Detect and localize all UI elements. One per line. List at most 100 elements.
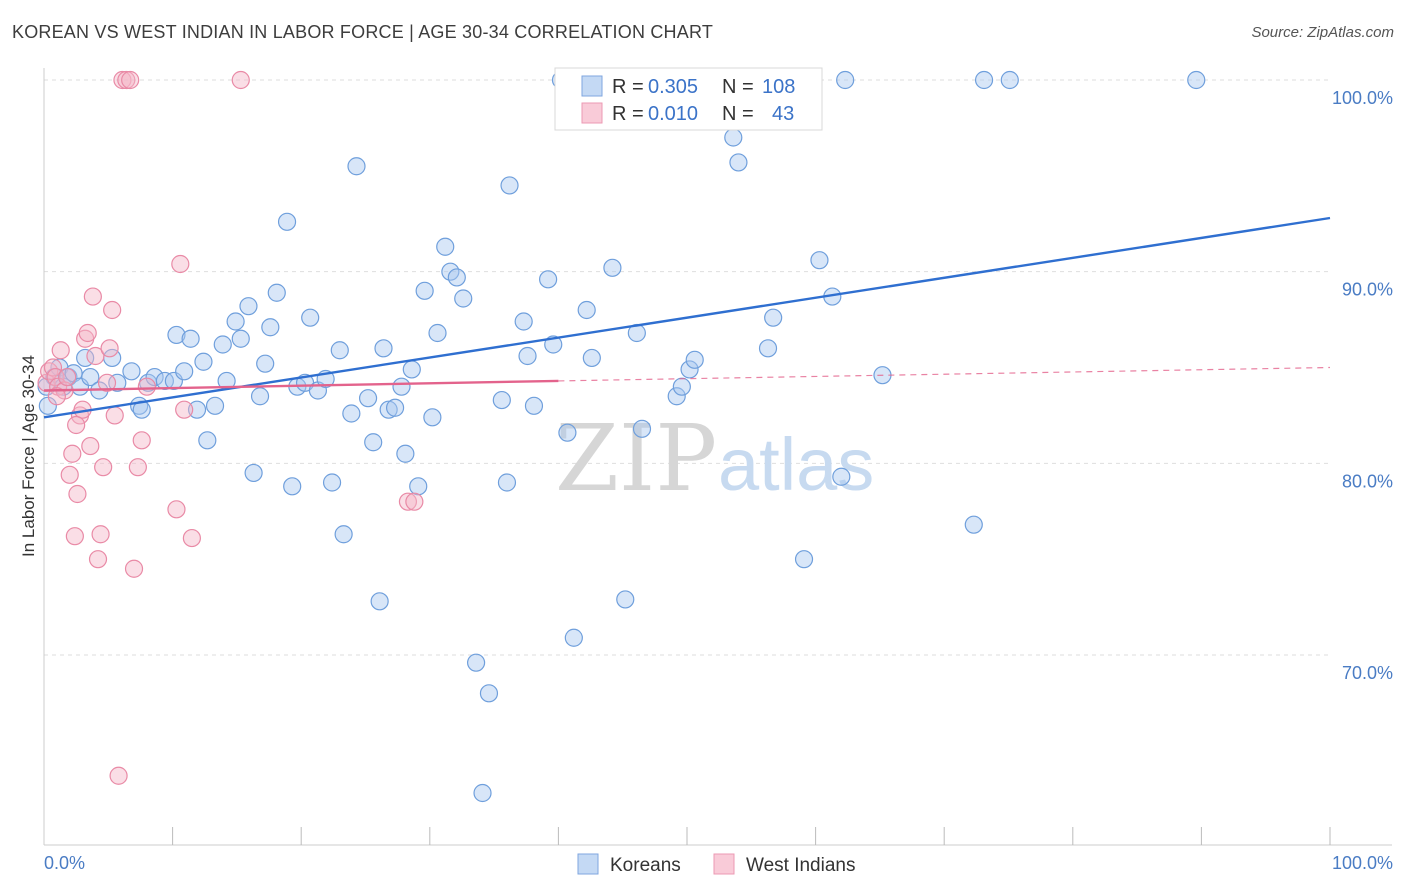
korean-point bbox=[500, 176, 519, 195]
korean-point bbox=[167, 325, 186, 345]
y-axis-title: In Labor Force | Age 30-34 bbox=[19, 355, 38, 557]
korean-point bbox=[334, 525, 353, 544]
west-indian-trend-line bbox=[43, 379, 559, 392]
korean-point bbox=[364, 433, 383, 452]
korean-point bbox=[1000, 70, 1019, 90]
korean-point bbox=[81, 367, 100, 387]
series-legend-koreans: Koreans bbox=[610, 855, 681, 876]
korean-point bbox=[729, 153, 748, 172]
west-indian-point bbox=[117, 70, 136, 90]
legend-r-label-2: R = bbox=[612, 103, 644, 125]
korean-point bbox=[603, 258, 622, 277]
west-indian-point bbox=[124, 559, 144, 578]
korean-point bbox=[564, 628, 583, 647]
west-indian-point bbox=[167, 500, 186, 519]
west-indian-point bbox=[128, 458, 147, 477]
korean-point bbox=[974, 70, 994, 90]
watermark-atlas: atlas bbox=[718, 423, 874, 506]
watermark-zip: ZIP bbox=[555, 405, 717, 512]
west-indian-point bbox=[182, 528, 201, 548]
series-legend-west-indians: West Indians bbox=[746, 855, 855, 876]
legend-n-value-1: 108 bbox=[762, 76, 795, 98]
legend-n-value-2: 43 bbox=[772, 103, 794, 125]
korean-point bbox=[436, 237, 455, 256]
korean-point bbox=[301, 308, 320, 327]
west-indian-point bbox=[88, 550, 108, 569]
korean-point bbox=[250, 387, 270, 406]
korean-point bbox=[231, 329, 250, 348]
korean-point bbox=[256, 354, 275, 373]
korean-point bbox=[283, 477, 302, 496]
west-indian-point bbox=[51, 341, 70, 360]
legend-n-label-2: N = bbox=[722, 103, 754, 125]
west-indian-point bbox=[398, 492, 418, 511]
legend-n-label-1: N = bbox=[722, 76, 754, 98]
west-indian-point bbox=[78, 323, 97, 343]
korean-point bbox=[370, 592, 389, 611]
korean-point bbox=[402, 360, 421, 379]
west-indian-point bbox=[132, 431, 151, 450]
legend-r-value-2: 0.010 bbox=[648, 103, 698, 125]
korean-point bbox=[347, 157, 366, 176]
korean-point bbox=[374, 339, 393, 358]
korean-point bbox=[492, 390, 511, 410]
korean-point bbox=[632, 419, 652, 438]
korean-point bbox=[497, 473, 517, 492]
korean-point bbox=[409, 477, 428, 496]
korean-point bbox=[724, 128, 743, 147]
korean-point bbox=[810, 251, 829, 270]
korean-point bbox=[479, 684, 499, 703]
west-indian-point bbox=[67, 415, 86, 435]
axes bbox=[43, 68, 1392, 846]
korean-point bbox=[198, 431, 217, 450]
korean-point bbox=[539, 270, 558, 289]
west-indian-point bbox=[103, 300, 122, 320]
korean-point bbox=[758, 339, 778, 358]
korean-point bbox=[794, 550, 814, 569]
series-legend-swatch-koreans bbox=[577, 853, 599, 875]
watermark: ZIP atlas bbox=[555, 405, 874, 512]
legend-swatch-koreans bbox=[581, 75, 603, 97]
west-indian-point bbox=[121, 70, 140, 90]
korean-point bbox=[342, 404, 361, 423]
korean-point bbox=[239, 297, 258, 316]
west-indian-point bbox=[137, 377, 156, 396]
korean-point bbox=[577, 300, 596, 320]
west-indian-point bbox=[63, 444, 82, 463]
trend-lines bbox=[43, 216, 1331, 419]
west-indian-point bbox=[83, 287, 102, 306]
stats-legend: R = 0.305 N = 108 R = 0.010 N = 43 bbox=[554, 67, 823, 131]
korean-point bbox=[181, 329, 200, 348]
korean-point bbox=[385, 398, 405, 417]
korean-point bbox=[428, 323, 447, 343]
korean-point bbox=[330, 341, 349, 360]
korean-point bbox=[466, 653, 486, 672]
korean-point bbox=[582, 348, 601, 368]
korean-point bbox=[396, 444, 415, 463]
korean-point bbox=[392, 377, 411, 396]
y-tick-label: 90.0% bbox=[1342, 280, 1393, 300]
korean-point bbox=[764, 308, 783, 327]
korean-point bbox=[205, 396, 225, 415]
korean-trend-line bbox=[43, 216, 1331, 419]
korean-point bbox=[672, 377, 691, 396]
korean-point bbox=[122, 362, 141, 381]
korean-point bbox=[213, 335, 232, 354]
west-indian-point bbox=[91, 525, 110, 544]
west-indian-point bbox=[65, 527, 84, 546]
korean-point bbox=[358, 389, 378, 408]
korean-point bbox=[616, 590, 635, 609]
west-indian-point bbox=[68, 484, 87, 504]
korean-point bbox=[145, 367, 164, 387]
korean-point bbox=[423, 408, 442, 427]
korean-point bbox=[244, 463, 263, 483]
korean-point bbox=[226, 312, 245, 331]
korean-point bbox=[832, 467, 851, 486]
legend-r-label-1: R = bbox=[612, 76, 644, 98]
korean-point bbox=[379, 400, 398, 419]
west-indian-point bbox=[171, 254, 190, 274]
chart-title: KOREAN VS WEST INDIAN IN LABOR FORCE | A… bbox=[12, 22, 714, 42]
x-tick-label-min: 0.0% bbox=[44, 853, 85, 873]
korean-point bbox=[322, 473, 342, 492]
